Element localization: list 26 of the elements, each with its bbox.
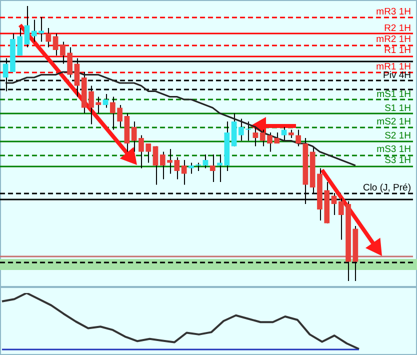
ref-line-label: mR2 1H (376, 34, 412, 45)
ref-line-label: R1 1H (384, 45, 412, 56)
ref-line-label: mS1 1H (376, 89, 412, 100)
candlestick (188, 162, 194, 174)
candlestick (52, 33, 58, 56)
ref-line-label: mS2 1H (376, 116, 412, 128)
candlestick (152, 146, 158, 186)
candlestick (202, 154, 208, 169)
candlestick (46, 28, 52, 48)
candlestick (252, 126, 258, 147)
candlestick (281, 126, 287, 142)
candlestick (210, 154, 216, 182)
candlestick (174, 156, 180, 180)
ref-line-label: R2 1H (384, 23, 412, 34)
candlestick (181, 160, 187, 186)
ref-line-label: S2 1H (384, 130, 412, 142)
ref-line-label: mR3 1H (376, 6, 412, 18)
ref-line-label: mS3 1H (376, 144, 412, 155)
ref-line-label: Piv 4H (383, 70, 412, 81)
candlestick (296, 129, 301, 147)
ref-line-label: S1 1H (384, 102, 412, 114)
candlestick (102, 94, 108, 108)
candlestick (24, 6, 30, 48)
ref-line-label: Clo (J, Pré) (362, 182, 411, 194)
ref-line-label: mR1 1H (376, 62, 412, 72)
ref-line-label: S3 1H (384, 155, 412, 166)
